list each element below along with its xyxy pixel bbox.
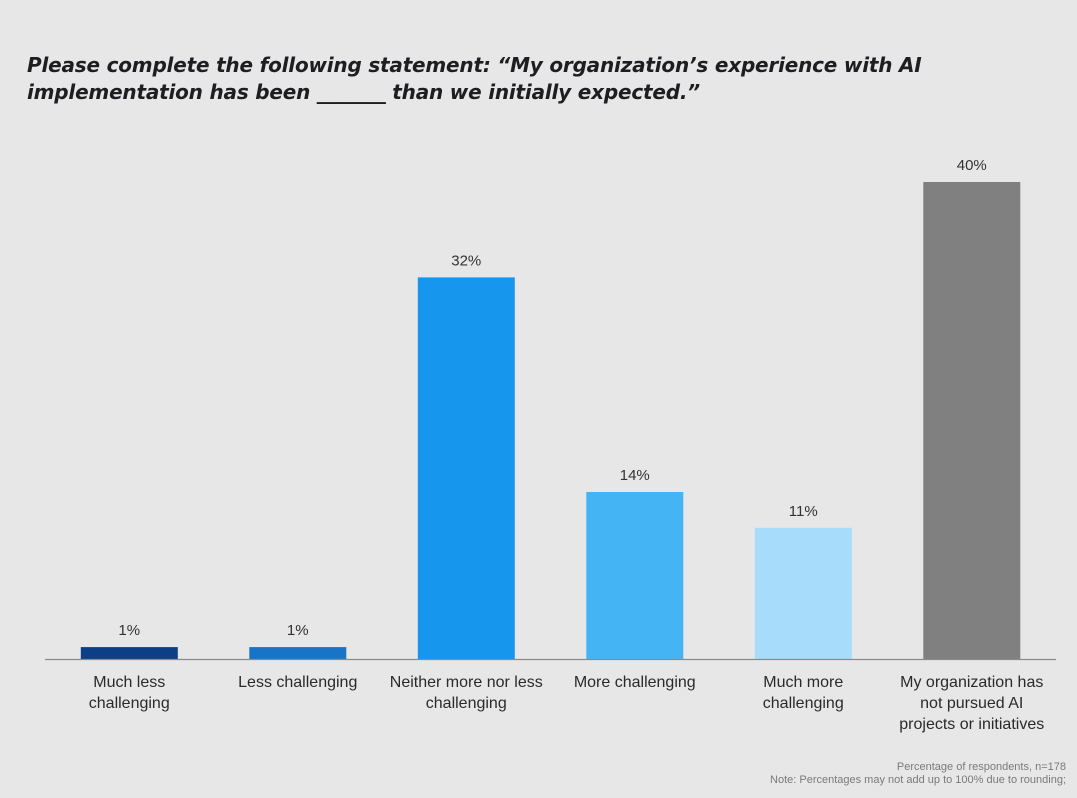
bar-2 [417, 277, 515, 659]
category-labels-group: Much less challenging Less challenging Neit… [89, 674, 1044, 733]
value-label-4: 11% [789, 503, 818, 520]
category-label-3: More challenging [574, 674, 696, 691]
bar-4 [754, 527, 852, 659]
bar-1 [249, 647, 347, 659]
bar-5 [923, 182, 1021, 659]
category-label-5: My organization has not pursued AI project… [899, 674, 1044, 733]
value-label-2: 32% [451, 252, 481, 269]
category-label-2: Neither more nor less challenging [390, 674, 543, 712]
category-label-4: Much more challenging [763, 674, 844, 712]
value-label-1: 1% [287, 622, 309, 639]
footnote-sample: Percentage of respondents, n=178 [896, 761, 1066, 773]
category-label-1: Less challenging [238, 674, 357, 691]
chart-title: Please complete the following statement:… [27, 53, 922, 104]
bar-3 [586, 492, 684, 659]
value-labels-group: 1% 1% 32% 14% 11% 40% [118, 157, 986, 639]
bar-0 [80, 647, 178, 659]
category-label-0: Much less challenging [89, 674, 170, 712]
value-label-0: 1% [118, 622, 140, 639]
footnote-rounding: Note: Percentages may not add up to 100%… [770, 774, 1066, 786]
value-label-5: 40% [957, 157, 987, 174]
value-label-3: 14% [620, 467, 650, 484]
bars-group [80, 182, 1021, 659]
footnote: Percentage of respondents, n=178 Note: P… [770, 761, 1066, 787]
